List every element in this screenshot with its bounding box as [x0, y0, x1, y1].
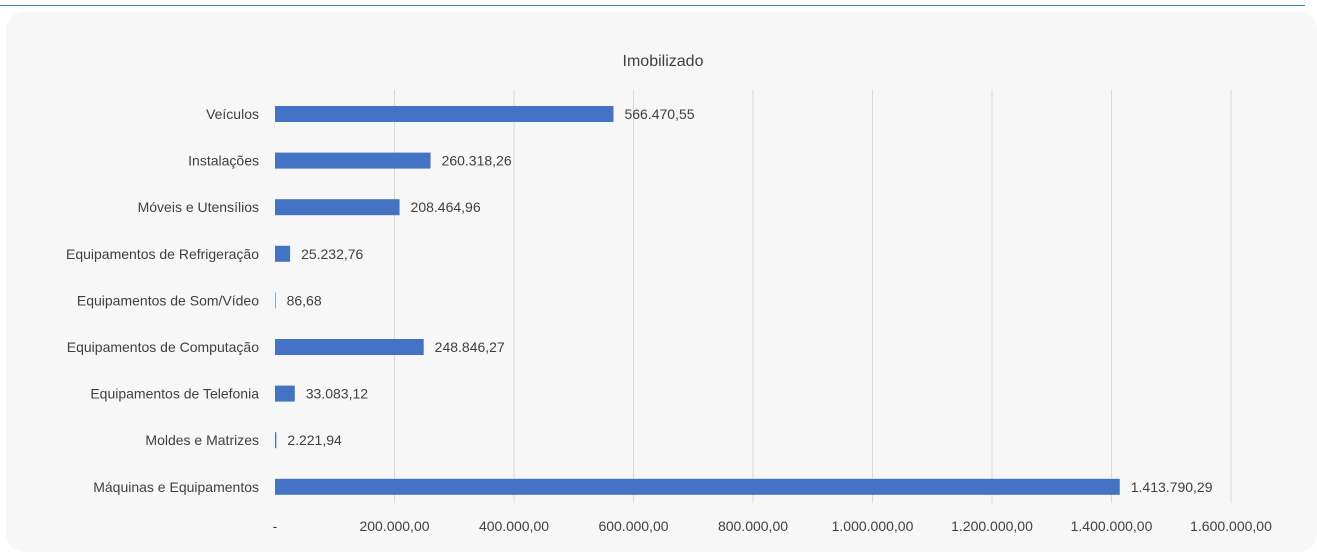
category-label: Equipamentos de Refrigeração	[66, 246, 259, 262]
x-tick-label: 400.000,00	[479, 518, 549, 534]
value-label: 260.318,26	[442, 153, 512, 169]
bar	[275, 245, 291, 262]
bars	[275, 106, 1120, 495]
category-label: Equipamentos de Telefonia	[90, 386, 259, 402]
category-label: Instalações	[188, 153, 259, 169]
value-label: 1.413.790,29	[1131, 479, 1213, 495]
category-label: Equipamentos de Som/Vídeo	[77, 292, 259, 308]
bar	[275, 292, 276, 309]
top-rule	[0, 5, 1305, 6]
bar	[275, 432, 277, 449]
value-label: 248.846,27	[435, 339, 505, 355]
category-label: Veículos	[206, 106, 259, 122]
category-label: Moldes e Matrizes	[145, 432, 259, 448]
x-tick-label: 600.000,00	[598, 518, 668, 534]
value-label: 208.464,96	[411, 199, 481, 215]
value-label: 566.470,55	[624, 106, 694, 122]
chart-title: Imobilizado	[623, 53, 704, 70]
category-label: Máquinas e Equipamentos	[93, 479, 259, 495]
value-label: 2.221,94	[287, 432, 342, 448]
bar	[275, 339, 424, 355]
bar	[275, 478, 1120, 495]
value-label: 33.083,12	[306, 386, 368, 402]
bar	[275, 152, 431, 169]
bar	[275, 385, 295, 402]
value-label: 86,68	[287, 292, 322, 308]
bar	[275, 106, 614, 122]
bar	[275, 199, 400, 216]
x-tick-label: 1.400.000,00	[1071, 518, 1153, 534]
x-tick-label: 1.200.000,00	[951, 518, 1033, 534]
category-label: Equipamentos de Computação	[67, 339, 259, 355]
value-label: 25.232,76	[301, 246, 363, 262]
x-tick-label: 1.600.000,00	[1190, 518, 1272, 534]
category-label: Móveis e Utensílios	[138, 199, 259, 215]
x-tick-label: 800.000,00	[718, 518, 788, 534]
x-tick-label: 1.000.000,00	[832, 518, 914, 534]
labels: - 200.000,00 400.000,00 600.000,00 800.000,0…	[66, 106, 1272, 534]
x-tick-label: 200.000,00	[359, 518, 429, 534]
x-tick-label: -	[273, 518, 278, 534]
gridlines	[394, 90, 1232, 503]
chart-area	[6, 12, 1317, 552]
